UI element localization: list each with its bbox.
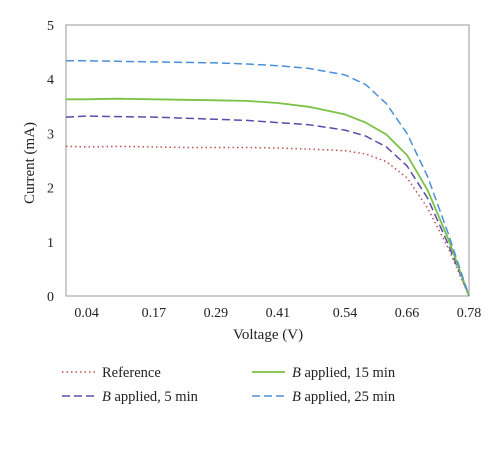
y-tick-label: 5 <box>47 19 54 34</box>
y-tick-label: 1 <box>47 236 54 251</box>
legend-label-text: Reference <box>102 365 161 381</box>
y-axis-label: Current (mA) <box>22 122 38 204</box>
chart-axes <box>65 24 470 297</box>
legend-label-0: Reference <box>102 365 161 381</box>
legend-label-text: applied, 15 min <box>301 365 396 381</box>
legend-label-1: B applied, 5 min <box>102 389 199 405</box>
y-tick-label: 0 <box>47 290 54 305</box>
chart-ticks: 0 1 2 3 4 5 0.04 0.17 0.29 0.41 0.54 0.66 0.78 <box>47 19 481 321</box>
y-tick-label: 4 <box>47 73 54 88</box>
legend-label-var: B <box>292 365 301 381</box>
x-tick-label: 0.54 <box>333 306 358 321</box>
x-tick-label: 0.29 <box>204 306 229 321</box>
x-tick-label: 0.17 <box>142 306 167 321</box>
series-line-1 <box>65 115 470 297</box>
x-tick-label: 0.04 <box>74 306 99 321</box>
legend-label-2: B applied, 15 min <box>292 365 396 381</box>
x-axis-label: Voltage (V) <box>233 327 303 343</box>
series-line-3 <box>66 60 470 297</box>
legend-label-var: B <box>102 389 111 405</box>
y-tick-label: 2 <box>47 182 54 197</box>
y-tick-label: 3 <box>47 127 54 142</box>
plot-frame <box>65 24 470 297</box>
x-tick-label: 0.41 <box>266 306 291 321</box>
legend-label-text: applied, 5 min <box>111 389 199 405</box>
legend-label-var: B <box>292 389 301 405</box>
legend-label-text: applied, 25 min <box>301 389 396 405</box>
chart-series <box>65 60 470 297</box>
x-tick-label: 0.66 <box>395 306 420 321</box>
legend-label-3: B applied, 25 min <box>292 389 396 405</box>
series-line-2 <box>66 97 470 297</box>
x-tick-label: 0.78 <box>457 306 482 321</box>
